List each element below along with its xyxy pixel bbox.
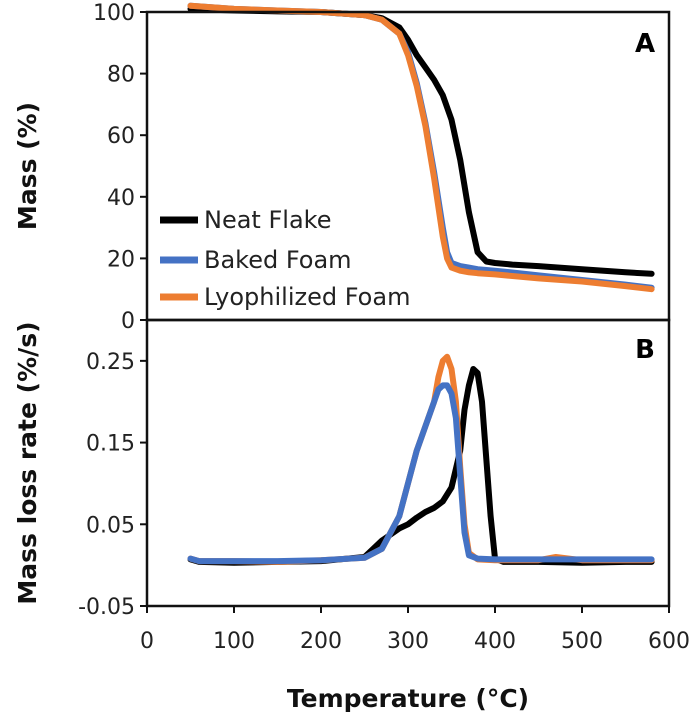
panel-a-series-lyophilized-foam bbox=[187, 2, 655, 293]
panel-b-series bbox=[187, 353, 655, 566]
panel-b-y-axis-title: Mass loss rate (%/s) bbox=[13, 321, 42, 604]
panel-b-series-neat-flake bbox=[187, 366, 655, 566]
x-tick-label: 400 bbox=[474, 629, 516, 654]
panel-a-series bbox=[187, 2, 655, 293]
x-tick-label: 300 bbox=[387, 629, 429, 654]
x-tick-label: 200 bbox=[300, 629, 342, 654]
x-tick-label: 600 bbox=[648, 629, 690, 654]
panel-a-y-tick-label: 20 bbox=[107, 247, 135, 272]
panel-a-y-tick-label: 40 bbox=[107, 186, 135, 211]
panel-b-series-lyophilized-foam bbox=[187, 353, 655, 565]
panel-b-y-tick-label: -0.05 bbox=[78, 595, 135, 620]
panel-a-y-tick-label: 80 bbox=[107, 63, 135, 88]
panel-b-y-tick-label: 0.15 bbox=[86, 432, 135, 457]
panel-a-letter: A bbox=[635, 29, 655, 59]
panel-a-y-tick-label: 60 bbox=[107, 124, 135, 149]
panel-a-y-ticks: 0 20 40 60 80 100 bbox=[93, 1, 147, 334]
panel-b-y-tick-label: 0.05 bbox=[86, 513, 135, 538]
x-axis-title: Temperature (°C) bbox=[287, 684, 529, 713]
panel-a: 0 20 40 60 80 100 A Mass (%) Neat Flake Baked… bbox=[13, 1, 671, 334]
x-tick-label: 100 bbox=[213, 629, 255, 654]
x-tick-label: 0 bbox=[140, 629, 154, 654]
x-axis-ticks: 0 100 200 300 400 500 600 bbox=[140, 606, 690, 654]
legend: Neat Flake Baked Foam Lyophilized Foam bbox=[160, 206, 410, 311]
legend-label-neat-flake: Neat Flake bbox=[204, 206, 331, 234]
panel-a-y-tick-label: 0 bbox=[121, 309, 135, 334]
panel-a-y-tick-label: 100 bbox=[93, 1, 135, 26]
panel-b-letter: B bbox=[635, 335, 655, 365]
panel-a-series-neat-flake bbox=[187, 5, 655, 277]
x-tick-label: 500 bbox=[561, 629, 603, 654]
panel-b-y-ticks: -0.05 0.05 0.15 0.25 bbox=[78, 350, 147, 620]
panel-a-y-axis-title: Mass (%) bbox=[13, 102, 42, 230]
panel-b-y-tick-label: 0.25 bbox=[86, 350, 135, 375]
legend-label-baked-foam: Baked Foam bbox=[204, 246, 352, 274]
panel-b: -0.05 0.05 0.15 0.25 B Mass loss rate (%/s) bbox=[13, 318, 671, 620]
panel-b-series-baked-foam bbox=[187, 382, 655, 565]
legend-label-lyophilized-foam: Lyophilized Foam bbox=[204, 283, 410, 311]
